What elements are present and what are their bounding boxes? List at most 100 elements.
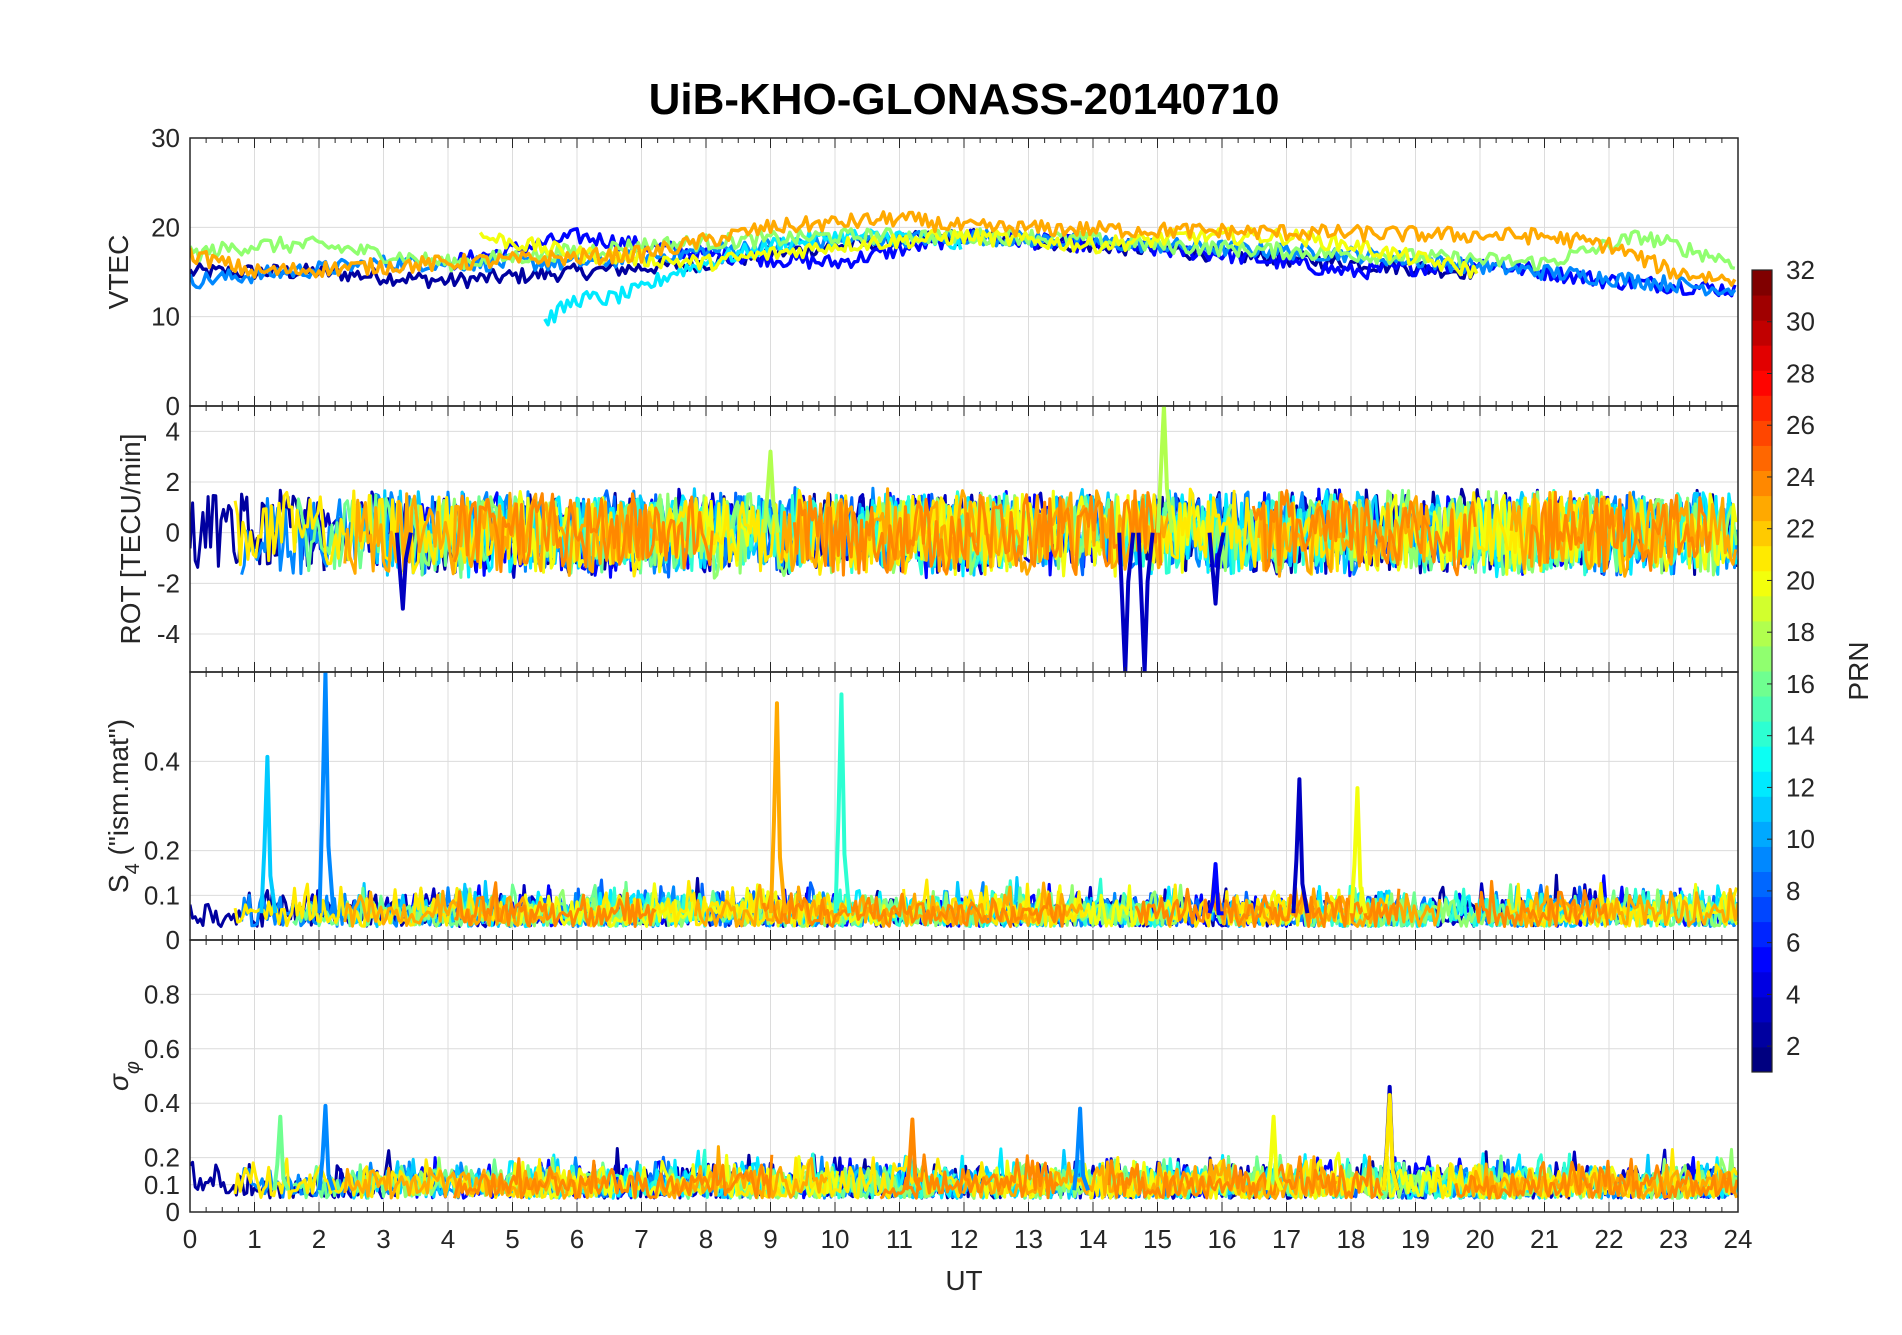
spike-mark	[768, 701, 787, 914]
colorbar-swatch	[1752, 946, 1772, 973]
x-tick-label: 24	[1724, 1224, 1753, 1254]
y-axis-label-main: σ	[103, 1073, 134, 1091]
spike-mark	[833, 692, 852, 914]
colorbar-swatch	[1752, 270, 1772, 296]
series-trace-prn-23	[693, 881, 1084, 928]
y-tick-label: 0.2	[144, 836, 180, 866]
spike-mark	[1349, 786, 1368, 914]
spike-mark	[762, 449, 781, 534]
spike-mark	[1207, 862, 1224, 916]
colorbar-swatch	[1752, 771, 1772, 797]
x-tick-label: 2	[312, 1224, 326, 1254]
series-trace-prn-24	[452, 492, 714, 574]
y-tick-label: 0	[166, 1197, 180, 1227]
colorbar-tick-label: 2	[1786, 1031, 1800, 1061]
series-trace-prn-23	[1257, 495, 1431, 578]
series-trace-prn-24	[453, 881, 657, 928]
x-tick-label: 13	[1014, 1224, 1043, 1254]
colorbar-tick-label: 32	[1786, 255, 1815, 285]
y-tick-label: 10	[151, 302, 180, 332]
y-axis-label: σφ	[103, 1061, 144, 1091]
x-tick-label: 3	[376, 1224, 390, 1254]
x-axis-label: UT	[945, 1265, 982, 1296]
x-tick-label: 19	[1401, 1224, 1430, 1254]
colorbar-tick-label: 26	[1786, 410, 1815, 440]
x-tick-label: 5	[505, 1224, 519, 1254]
x-tick-label: 16	[1208, 1224, 1237, 1254]
colorbar-swatch	[1752, 1021, 1772, 1048]
spike-mark	[317, 1103, 336, 1191]
colorbar-swatch	[1752, 295, 1772, 321]
colorbar-label: PRN	[1843, 641, 1874, 700]
x-tick-label: 4	[441, 1224, 455, 1254]
x-tick-label: 7	[634, 1224, 648, 1254]
colorbar-tick-label: 30	[1786, 307, 1815, 337]
y-tick-label: 2	[166, 467, 180, 497]
x-tick-label: 23	[1659, 1224, 1688, 1254]
colorbar-swatch	[1752, 696, 1772, 722]
colorbar-tick-label: 6	[1786, 928, 1800, 958]
colorbar-tick-label: 4	[1786, 979, 1800, 1009]
y-axis-label-rest: ("ism.mat")	[103, 719, 134, 863]
y-tick-label: 0	[166, 925, 180, 955]
colorbar-swatch	[1752, 545, 1772, 572]
series-trace-prn-24	[1107, 1155, 1384, 1200]
x-tick-label: 17	[1272, 1224, 1301, 1254]
x-tick-label: 6	[570, 1224, 584, 1254]
x-tick-label: 1	[247, 1224, 261, 1254]
colorbar-swatch	[1752, 746, 1772, 772]
spike-mark	[394, 532, 413, 611]
series-trace-prn-23	[657, 1145, 829, 1200]
panel-sigma_phi: 00.10.2 0.4 0.6 0.8 σφ	[103, 939, 1739, 1227]
x-tick-label: 20	[1466, 1224, 1495, 1254]
colorbar-swatch	[1752, 395, 1772, 421]
spike-mark	[1136, 532, 1155, 672]
panel-data-vtec	[190, 210, 1737, 327]
colorbar-swatch	[1752, 470, 1772, 497]
colorbar-swatch	[1752, 1046, 1772, 1073]
colorbar-swatch	[1752, 320, 1772, 346]
x-tick-label: 10	[821, 1224, 850, 1254]
y-axis-label: ROT [TECU/min]	[115, 433, 146, 644]
spike-mark	[1072, 1106, 1090, 1191]
y-axis-label: S4 ("ism.mat")	[103, 719, 144, 893]
spike-mark	[1155, 406, 1174, 533]
x-tick-label: 9	[763, 1224, 777, 1254]
colorbar-swatch	[1752, 345, 1772, 371]
spike-mark	[317, 672, 336, 914]
series-line-prn-23	[190, 210, 1737, 287]
series-trace-prn-24	[452, 1154, 774, 1200]
y-tick-label: 0.4	[144, 746, 180, 776]
colorbar-swatch	[1752, 520, 1772, 547]
panel-vtec: 0 10 20 30 VTEC	[103, 123, 1739, 421]
series-trace-prn-24	[1134, 887, 1401, 929]
y-tick-label: 20	[151, 212, 180, 242]
panel-data-s4	[190, 672, 1738, 929]
colorbar-tick-label: 18	[1786, 617, 1815, 647]
x-tick-label: 14	[1079, 1224, 1108, 1254]
spike-mark	[1117, 532, 1136, 672]
spike-mark	[1291, 777, 1310, 914]
colorbar-swatch	[1752, 971, 1772, 998]
colorbar-tick-label: 14	[1786, 721, 1815, 751]
y-axis-label: VTEC	[103, 235, 134, 310]
colorbar-tick-label: 22	[1786, 514, 1815, 544]
spike-mark	[1381, 1093, 1400, 1191]
panel-rot: -4 -2 0 2 4 ROT [TECU/min]	[115, 405, 1739, 673]
series-trace-prn-24	[1474, 879, 1610, 928]
y-tick-label: 30	[151, 123, 180, 153]
colorbar-swatch	[1752, 671, 1772, 697]
colorbar-tick-label: 20	[1786, 565, 1815, 595]
y-tick-label: 0.8	[144, 979, 180, 1009]
y-tick-label: -2	[157, 568, 180, 598]
x-tick-label: 21	[1530, 1224, 1559, 1254]
colorbar-swatch	[1752, 645, 1772, 672]
x-tick-label: 15	[1143, 1224, 1172, 1254]
x-tick-label: 11	[886, 1224, 913, 1254]
colorbar-frame	[1751, 269, 1773, 1073]
colorbar-tick-label: 10	[1786, 824, 1815, 854]
y-tick-label: 4	[166, 416, 180, 446]
